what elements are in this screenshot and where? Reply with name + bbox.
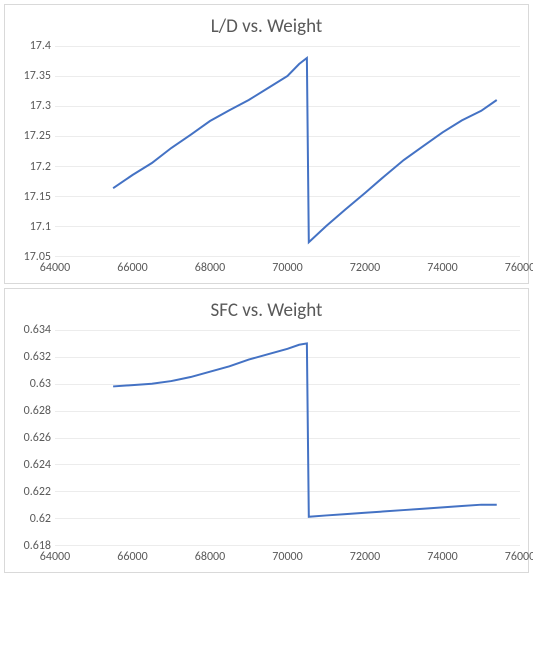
gridline [55, 256, 520, 257]
data-line [113, 343, 497, 516]
line-series [55, 330, 520, 545]
plot-wrap: 0.6340.6320.630.6280.6260.6240.6220.620.… [13, 330, 520, 546]
x-ticks: 64000660006800070000720007400076000 [55, 550, 520, 564]
chart-container: SFC vs. Weight 0.6340.6320.630.6280.6260.… [4, 288, 529, 573]
x-ticks: 64000660006800070000720007400076000 [55, 261, 520, 275]
plot-area [55, 330, 520, 546]
chart-title: L/D vs. Weight [13, 15, 520, 38]
gridline [55, 545, 520, 546]
y-axis: 0.6340.6320.630.6280.6260.6240.6220.620.… [13, 330, 55, 546]
data-line [113, 58, 497, 242]
chart-container: L/D vs. Weight 17.417.3517.317.2517.217.1… [4, 4, 529, 284]
x-axis: 64000660006800070000720007400076000 [13, 261, 520, 275]
line-series [55, 46, 520, 256]
plot-area [55, 46, 520, 257]
y-axis: 17.417.3517.317.2517.217.1517.117.05 [13, 46, 55, 257]
plot-wrap: 17.417.3517.317.2517.217.1517.117.05 [13, 46, 520, 257]
chart-title: SFC vs. Weight [13, 299, 520, 322]
x-axis: 64000660006800070000720007400076000 [13, 550, 520, 564]
